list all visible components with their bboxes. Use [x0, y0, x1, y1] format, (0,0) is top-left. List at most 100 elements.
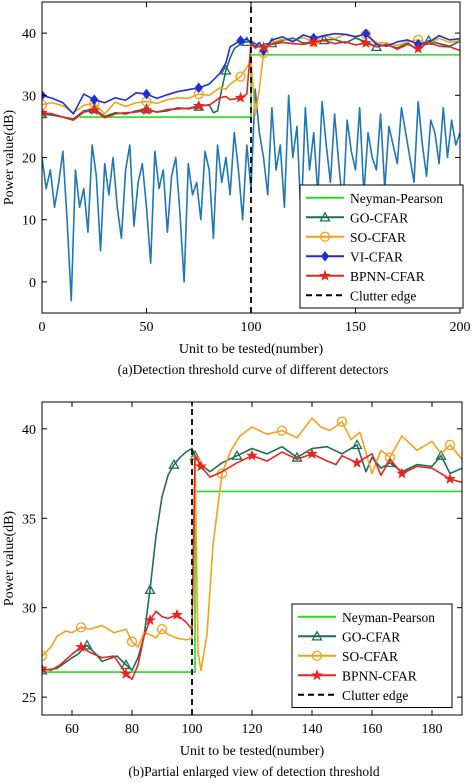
- series-line-neyman-pearson: [42, 490, 462, 673]
- data-point-bpnn-cfar: [88, 104, 101, 116]
- data-point-go-cfar: [144, 583, 156, 595]
- series-line-bpnn-cfar: [42, 451, 462, 681]
- y-tick-label: 30: [22, 602, 36, 617]
- data-point-bpnn-cfar: [306, 447, 318, 459]
- x-tick-label: 160: [362, 722, 383, 737]
- plot-series: [42, 2, 460, 313]
- data-point-bpnn-cfar: [120, 667, 132, 679]
- legend-item-go-cfar: GO-CFAR: [306, 210, 408, 225]
- series-line-so-cfar: [42, 417, 462, 672]
- y-tick-label: 35: [22, 512, 36, 527]
- legend-item-clutter-edge: Clutter edge: [298, 688, 408, 703]
- data-point-go-cfar: [231, 449, 243, 460]
- legend-label: Neyman-Pearson: [350, 191, 443, 206]
- legend-marker: [319, 231, 331, 242]
- y-axis-label: Power value(dB): [2, 511, 17, 607]
- data-point-bpnn-cfar: [234, 91, 247, 103]
- data-point-go-cfar: [435, 449, 447, 460]
- series-line-neyman-pearson: [79, 54, 460, 118]
- axis-ticks: 0 50 100 150 200 0 10 20 30 40: [22, 2, 471, 335]
- data-point-vi-cfar: [194, 82, 203, 94]
- legend-marker: [311, 630, 323, 641]
- legend-marker: [320, 250, 330, 262]
- data-point-go-cfar: [220, 64, 232, 75]
- x-tick-label: 0: [39, 320, 46, 335]
- data-point-bpnn-cfar: [195, 460, 207, 472]
- data-point-bpnn-cfar: [75, 640, 87, 652]
- data-point-bpnn-cfar: [412, 42, 425, 54]
- y-tick-label: 25: [22, 691, 36, 706]
- y-tick-label: 10: [22, 214, 36, 229]
- data-point-bpnn-cfar: [246, 449, 258, 461]
- legend: Neyman-Pearson GO-CFAR SO-CFAR BPNN-CFAR Clu…: [291, 603, 453, 708]
- legend-label: SO-CFAR: [350, 230, 406, 245]
- y-tick-label: 0: [29, 276, 36, 291]
- y-tick-label: 40: [22, 423, 36, 438]
- legend-label: Neyman-Pearson: [342, 610, 435, 625]
- y-tick-label: 20: [22, 152, 36, 167]
- data-point-bpnn-cfar: [351, 456, 363, 468]
- data-point-so-cfar: [384, 452, 396, 463]
- legend-label: BPNN-CFAR: [342, 668, 417, 683]
- legend-marker: [319, 211, 331, 222]
- legend-item-bpnn-cfar: BPNN-CFAR: [306, 269, 425, 284]
- x-tick-label: 140: [302, 722, 323, 737]
- legend-item-clutter-edge: Clutter edge: [306, 288, 416, 303]
- legend-item-vi-cfar: VI-CFAR: [306, 249, 403, 264]
- data-point-so-cfar: [75, 622, 87, 633]
- legend-box: [299, 184, 464, 309]
- legend-marker: [311, 650, 323, 661]
- data-point-bpnn-cfar: [192, 99, 205, 111]
- series-bpnn-cfar: [42, 36, 460, 121]
- legend-item-bpnn-cfar: BPNN-CFAR: [298, 668, 417, 683]
- x-axis-label: Unit to be tested(number): [179, 342, 324, 357]
- data-point-bpnn-cfar: [144, 614, 156, 626]
- y-tick-label: 30: [22, 89, 36, 104]
- data-point-so-cfar: [444, 439, 456, 451]
- chart-b-svg: 60 80 100 120 140 160 180 25 30 35 40 Unit to be te…: [2, 401, 463, 779]
- legend-label: Clutter edge: [342, 688, 408, 703]
- legend-label: Clutter edge: [350, 288, 416, 303]
- legend-item-neyman-pearson: Neyman-Pearson: [306, 191, 443, 206]
- x-tick-label: 60: [65, 722, 79, 737]
- figure-caption: (a)Detection threshold curve of differen…: [118, 362, 389, 377]
- x-axis-label: Unit to be tested(number): [180, 744, 325, 759]
- data-point-so-cfar: [126, 636, 138, 647]
- chart-a-svg: 0 50 100 150 200 0 10 20 30 40 Unit to be tested(n…: [2, 1, 471, 377]
- data-point-so-cfar: [336, 416, 348, 427]
- series-neyman-pearson: [79, 54, 460, 118]
- legend-marker: [311, 669, 323, 681]
- legend-item-neyman-pearson: Neyman-Pearson: [298, 610, 435, 625]
- plot-series: [42, 402, 462, 715]
- data-point-go-cfar: [351, 439, 363, 450]
- data-point-bpnn-cfar: [444, 472, 456, 484]
- data-point-go-cfar: [291, 451, 303, 462]
- figure-caption: (b)Partial enlarged view of detection th…: [128, 764, 380, 778]
- legend-label: GO-CFAR: [342, 629, 400, 644]
- data-point-bpnn-cfar: [396, 467, 408, 479]
- data-point-bpnn-cfar: [257, 41, 270, 53]
- legend-label: VI-CFAR: [350, 249, 403, 264]
- data-point-go-cfar: [168, 458, 180, 469]
- x-tick-label: 150: [345, 320, 366, 335]
- data-point-bpnn-cfar: [42, 106, 48, 118]
- legend-label: GO-CFAR: [350, 210, 408, 225]
- x-tick-label: 100: [182, 722, 203, 737]
- data-point-so-cfar: [42, 99, 48, 110]
- data-point-vi-cfar: [236, 35, 245, 46]
- data-point-go-cfar: [81, 639, 93, 650]
- x-tick-label: 50: [140, 320, 154, 335]
- series-bpnn-cfar: [42, 447, 462, 681]
- y-axis-label: Power value(dB): [2, 110, 17, 206]
- axis-ticks: 60 80 100 120 140 160 180 25 30 35 40: [22, 402, 462, 737]
- series-line-bpnn-cfar: [42, 39, 460, 121]
- data-point-go-cfar: [318, 34, 330, 45]
- legend-marker: [319, 269, 331, 281]
- legend-item-go-cfar: GO-CFAR: [298, 629, 400, 644]
- chart-panel-b: 60 80 100 120 140 160 180 25 30 35 40 Unit to be te…: [0, 392, 474, 779]
- data-point-bpnn-cfar: [42, 662, 48, 674]
- x-tick-label: 120: [242, 722, 263, 737]
- chart-panel-a: 0 50 100 150 200 0 10 20 30 40 Unit to be tested(n…: [0, 0, 474, 380]
- data-point-bpnn-cfar: [171, 608, 183, 620]
- x-tick-label: 200: [450, 320, 471, 335]
